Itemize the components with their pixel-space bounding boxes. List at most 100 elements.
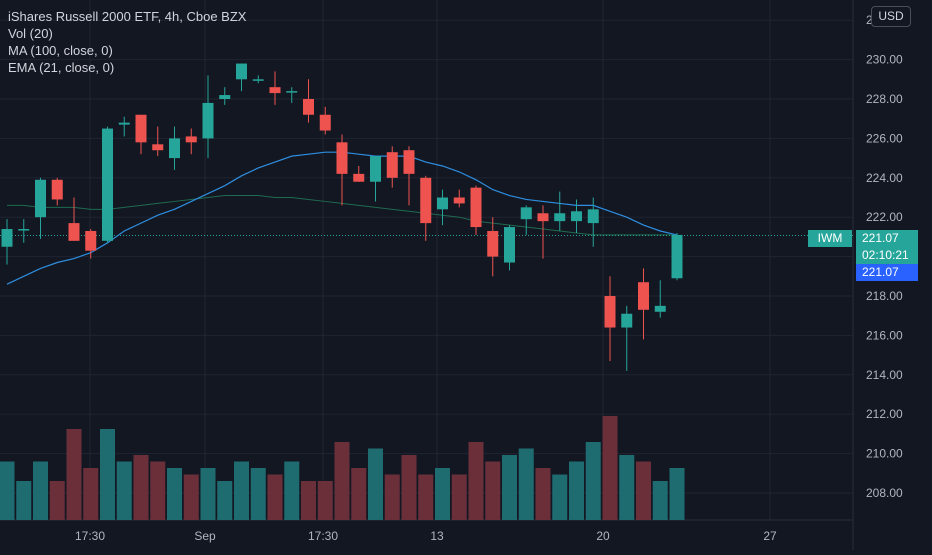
candle-up [504,227,515,263]
y-tick-label: 216.00 [866,328,903,342]
candle-up [654,305,666,312]
candle-up [252,79,264,81]
candle-down [51,179,63,200]
volume-bar [518,448,534,520]
candle-up [169,138,180,159]
candle-down [269,87,281,94]
volume-bar [267,474,283,520]
volume-bar [250,468,266,520]
volume-bar [451,474,467,520]
candle-up [554,213,566,222]
candle-down [487,230,499,257]
alt-price-badge: 221.07 [856,264,918,281]
legend-ema[interactable]: EMA (21, close, 0) [8,60,115,75]
candle-down [152,144,164,151]
candle-up [35,179,46,218]
volume-bar [133,455,149,520]
volume-bar [183,474,199,520]
y-tick-label: 230.00 [866,53,903,67]
volume-bar [619,455,635,520]
candle-up [18,229,30,231]
candle-up [1,229,13,247]
volume-bar [284,461,300,520]
y-tick-label: 208.00 [866,486,903,500]
candle-up [571,211,582,222]
candle-down [403,150,415,174]
volume-bar [384,474,400,520]
y-tick-label: 218.00 [866,289,903,303]
volume-bar [150,461,166,520]
candle-up [370,156,381,182]
candle-down [336,142,348,174]
legend-volume[interactable]: Vol (20) [8,26,53,41]
volume-bar [569,461,584,520]
candle-up [236,63,247,80]
volume-bar [83,468,99,520]
volume-bar [317,481,333,520]
y-tick-label: 214.00 [866,368,903,382]
volume-bar [669,468,685,520]
candle-down [85,230,97,251]
volume-bar [636,461,651,520]
volume-bar [100,429,115,520]
volume-bar [33,461,48,520]
candle-down [386,152,398,178]
volume-bar [0,461,15,520]
volume-bar [502,455,517,520]
legend-ma[interactable]: MA (100, close, 0) [8,43,113,58]
x-tick-label: 17:30 [75,529,105,543]
volume-bar [602,416,618,520]
currency-button[interactable]: USD [871,6,911,27]
candle-up [202,102,214,139]
candle-down [638,282,649,310]
last-price-badge: 221.07 [856,230,918,247]
x-tick-label: 13 [430,529,444,543]
countdown-badge: 02:10:21 [856,247,918,264]
candle-down [453,197,465,204]
candle-down [470,187,482,228]
volume-bar [200,468,216,520]
candle-down [604,296,616,328]
candle-down [185,136,197,143]
candle-down [303,99,314,115]
y-tick-label: 224.00 [866,171,903,185]
candle-up [520,207,532,220]
legend-title[interactable]: iShares Russell 2000 ETF, 4h, Cboe BZX [8,9,247,24]
candle-up [437,197,448,210]
volume-bar [552,474,568,520]
candle-up [286,91,298,93]
volume-bar [652,481,668,520]
volume-bar [401,455,417,520]
candle-up [587,209,599,224]
candle-down [319,114,331,131]
y-tick-label: 226.00 [866,131,903,145]
volume-bar [116,461,132,520]
candle-down [135,114,147,143]
volume-bar [301,481,316,520]
ticker-badge: IWM [808,230,852,247]
candle-up [219,95,231,99]
volume-bar [535,468,551,520]
volume-bar [49,481,65,520]
chart-legend: iShares Russell 2000 ETF, 4h, Cboe BZX V… [8,8,246,76]
candle-up [621,313,633,328]
volume-bar [485,461,501,520]
volume-bar [351,468,367,520]
y-tick-label: 222.00 [866,210,903,224]
volume-bar [334,442,350,520]
y-tick-label: 212.00 [866,407,903,421]
candle-up [671,234,683,279]
x-tick-label: 20 [596,529,610,543]
volume-bar [217,481,233,520]
volume-bar [167,468,182,520]
volume-bar [234,461,249,520]
volume-bar [435,468,450,520]
volume-bar [418,474,434,520]
x-tick-label: Sep [194,529,216,543]
candle-down [537,213,549,222]
volume-bar [16,481,32,520]
x-tick-label: 17:30 [308,529,338,543]
candle-down [68,223,80,241]
